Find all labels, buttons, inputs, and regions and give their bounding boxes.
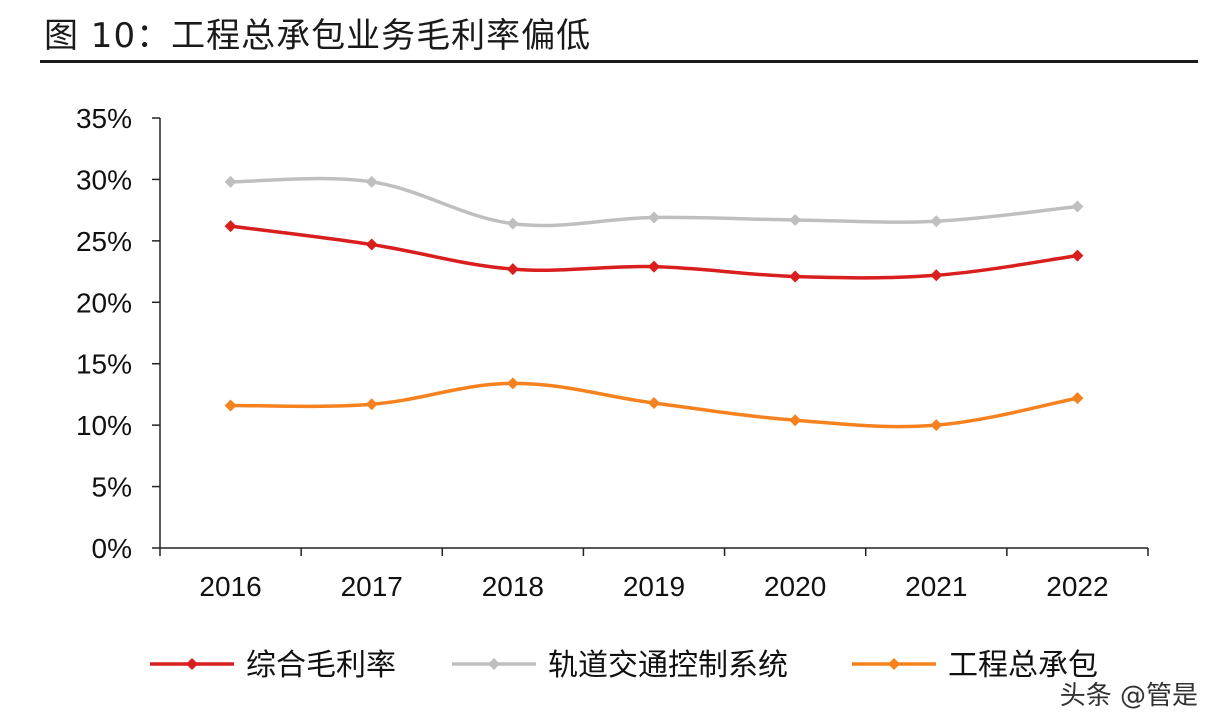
x-tick-label: 2019: [623, 571, 685, 602]
data-point: [789, 213, 802, 226]
y-tick-label: 10%: [76, 410, 132, 441]
y-tick-label: 20%: [76, 287, 132, 318]
data-point: [1071, 392, 1084, 405]
legend-item: 轨道交通控制系统: [452, 648, 788, 683]
data-point: [930, 215, 943, 228]
y-axis-ticks: 0% 5% 10% 15% 20% 25% 30% 35%: [76, 103, 160, 564]
title-divider: [40, 60, 1198, 63]
axes: [159, 118, 1148, 549]
data-point: [789, 414, 802, 427]
data-point: [506, 263, 519, 276]
legend-label: 综合毛利率: [246, 648, 396, 683]
data-point: [365, 398, 378, 411]
data-point: [648, 260, 660, 273]
data-point: [224, 220, 237, 233]
x-axis-ticks: 2016 2017 2018 2019 2020 2021 2022: [159, 548, 1149, 602]
data-point: [365, 238, 378, 251]
y-tick-label: 30%: [76, 164, 132, 195]
y-tick-label: 25%: [76, 226, 132, 257]
x-tick-label: 2018: [482, 571, 544, 602]
y-tick-label: 35%: [76, 103, 132, 134]
y-tick-label: 15%: [76, 349, 132, 380]
series-2: [224, 377, 1084, 432]
legend-item: 综合毛利率: [150, 648, 396, 683]
watermark: 头条 @管是: [1059, 681, 1198, 711]
data-point: [224, 399, 237, 412]
data-point: [506, 377, 519, 390]
data-point: [930, 269, 943, 282]
data-point: [789, 270, 802, 283]
legend: 综合毛利率 轨道交通控制系统 工程总承包: [150, 648, 1098, 683]
x-tick-label: 2016: [199, 571, 261, 602]
legend-label: 工程总承包: [948, 648, 1098, 683]
data-point: [648, 397, 660, 410]
legend-marker: [488, 658, 500, 670]
series-0: [224, 220, 1084, 283]
legend-label: 轨道交通控制系统: [548, 648, 788, 683]
series-1: [224, 175, 1084, 230]
data-point: [224, 175, 237, 188]
chart-title: 图 10：工程总承包业务毛利率偏低: [44, 16, 592, 56]
legend-marker: [186, 658, 198, 670]
x-tick-label: 2021: [905, 571, 967, 602]
data-point: [1071, 200, 1084, 213]
legend-marker: [888, 658, 900, 670]
data-point: [648, 211, 660, 224]
data-point: [506, 217, 519, 230]
x-tick-label: 2022: [1046, 571, 1108, 602]
data-point: [930, 419, 943, 432]
y-tick-label: 0%: [92, 533, 132, 564]
series-group: [224, 175, 1084, 432]
data-point: [365, 175, 378, 188]
data-point: [1071, 249, 1084, 262]
y-tick-label: 5%: [92, 472, 132, 503]
legend-item: 工程总承包: [852, 648, 1098, 683]
x-tick-label: 2020: [764, 571, 826, 602]
x-tick-label: 2017: [341, 571, 403, 602]
